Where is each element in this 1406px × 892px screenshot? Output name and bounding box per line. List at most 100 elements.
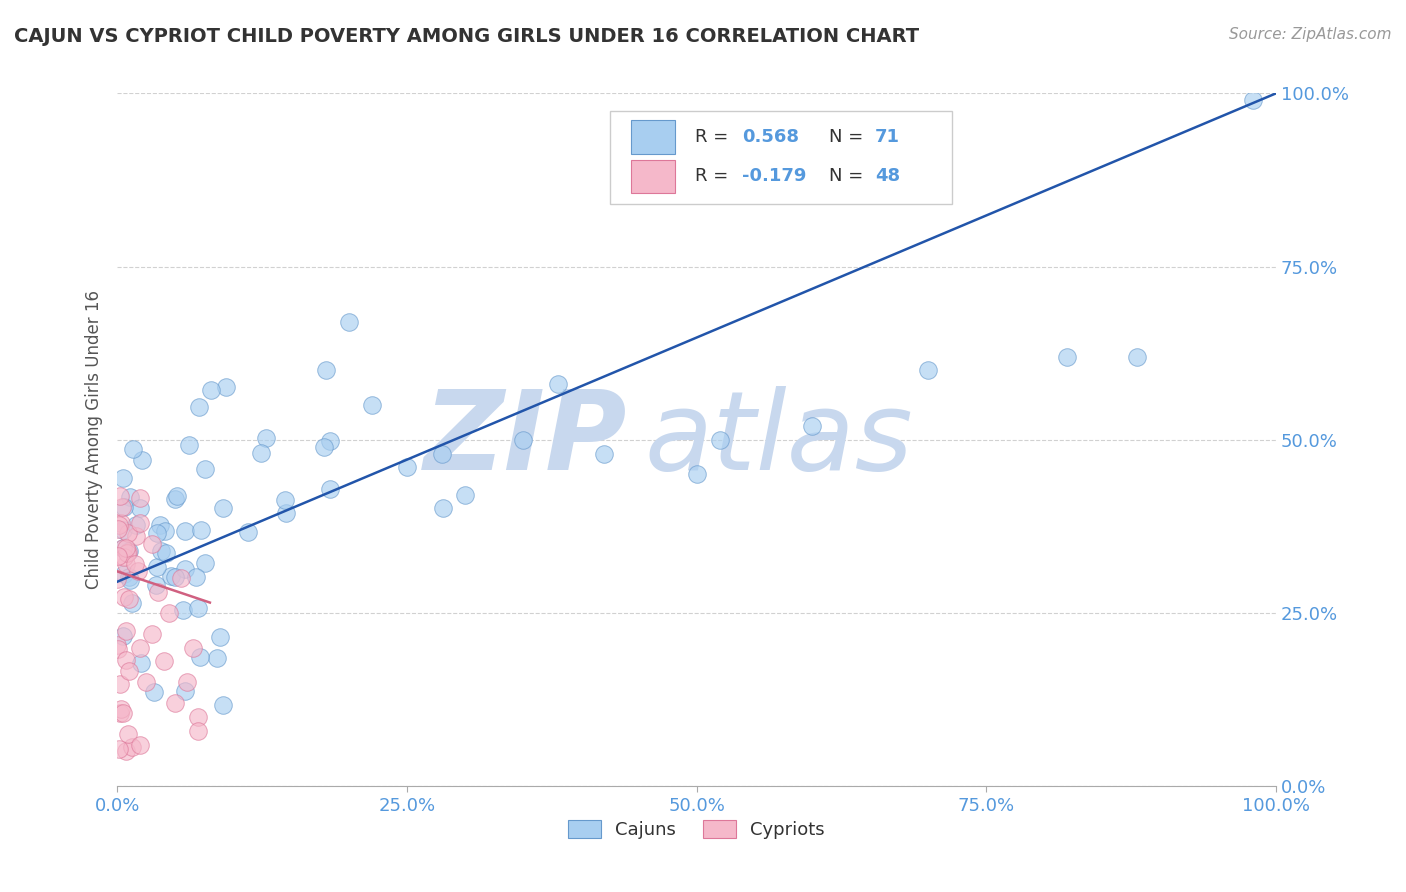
Point bbox=[188, 650, 211, 665]
Point bbox=[110, 489, 132, 503]
Point bbox=[107, 522, 129, 536]
Point bbox=[111, 523, 134, 537]
Point bbox=[173, 562, 195, 576]
Point bbox=[112, 500, 135, 515]
Point bbox=[117, 727, 139, 741]
Point bbox=[238, 524, 260, 539]
Point bbox=[110, 706, 132, 721]
Point bbox=[152, 655, 174, 669]
Point bbox=[131, 656, 153, 670]
Point bbox=[111, 541, 134, 555]
Point bbox=[179, 438, 201, 452]
Point bbox=[194, 461, 217, 475]
Point bbox=[174, 524, 197, 538]
Point bbox=[128, 501, 150, 516]
Point bbox=[108, 742, 131, 756]
Point bbox=[801, 418, 824, 433]
Point bbox=[181, 640, 204, 655]
Point bbox=[190, 523, 212, 537]
Point bbox=[194, 557, 217, 571]
Point bbox=[141, 536, 163, 550]
Point bbox=[163, 492, 186, 507]
Point bbox=[187, 710, 209, 724]
Point bbox=[118, 664, 141, 678]
Point bbox=[319, 434, 342, 448]
Text: Source: ZipAtlas.com: Source: ZipAtlas.com bbox=[1229, 27, 1392, 42]
Point bbox=[709, 433, 731, 447]
Point bbox=[917, 363, 939, 377]
Text: R =: R = bbox=[696, 168, 734, 186]
Point bbox=[129, 739, 152, 753]
Point bbox=[118, 570, 141, 584]
Point bbox=[145, 578, 167, 592]
Point bbox=[149, 518, 172, 533]
Point bbox=[121, 597, 143, 611]
Point bbox=[112, 541, 135, 555]
Point bbox=[184, 570, 207, 584]
Text: ZIP: ZIP bbox=[423, 386, 627, 493]
Point bbox=[176, 675, 198, 690]
Point bbox=[250, 446, 273, 460]
Point bbox=[124, 529, 146, 543]
Point bbox=[173, 684, 195, 698]
Point bbox=[141, 626, 163, 640]
Y-axis label: Child Poverty Among Girls Under 16: Child Poverty Among Girls Under 16 bbox=[86, 290, 103, 590]
Point bbox=[111, 629, 134, 643]
Point bbox=[135, 675, 157, 690]
Point bbox=[118, 573, 141, 587]
Point bbox=[215, 379, 238, 393]
Point bbox=[118, 544, 141, 558]
FancyBboxPatch shape bbox=[630, 120, 675, 153]
Point bbox=[454, 488, 477, 502]
Point bbox=[150, 543, 173, 558]
Point bbox=[146, 559, 169, 574]
Point bbox=[187, 600, 209, 615]
Point bbox=[118, 592, 141, 607]
Point bbox=[117, 546, 139, 560]
Point bbox=[432, 501, 454, 516]
Point bbox=[146, 525, 169, 540]
Text: N =: N = bbox=[828, 128, 869, 146]
Point bbox=[165, 696, 187, 710]
Point bbox=[157, 606, 180, 620]
Point bbox=[107, 549, 129, 564]
Point bbox=[121, 740, 143, 755]
Point bbox=[131, 452, 153, 467]
Point bbox=[361, 398, 384, 412]
Point bbox=[120, 490, 142, 504]
Point bbox=[1241, 93, 1264, 107]
Point bbox=[111, 500, 134, 514]
Point bbox=[200, 383, 222, 397]
Point bbox=[430, 447, 453, 461]
Point bbox=[143, 685, 166, 699]
Point bbox=[114, 744, 136, 758]
Text: 48: 48 bbox=[875, 168, 900, 186]
Point bbox=[110, 701, 132, 715]
Point bbox=[122, 442, 145, 456]
Text: -0.179: -0.179 bbox=[742, 168, 806, 186]
Text: R =: R = bbox=[696, 128, 734, 146]
Point bbox=[163, 570, 186, 584]
Point bbox=[1056, 350, 1078, 364]
Point bbox=[592, 447, 614, 461]
Point bbox=[395, 460, 418, 475]
Point bbox=[115, 557, 138, 571]
Point bbox=[112, 706, 135, 721]
Point bbox=[115, 624, 138, 639]
Text: atlas: atlas bbox=[644, 386, 912, 493]
Point bbox=[114, 653, 136, 667]
Point bbox=[129, 516, 152, 530]
Point bbox=[105, 638, 128, 652]
Legend: Cajuns, Cypriots: Cajuns, Cypriots bbox=[561, 813, 832, 847]
Point bbox=[205, 651, 228, 665]
Point bbox=[153, 524, 176, 539]
Point bbox=[108, 677, 131, 691]
Point bbox=[155, 546, 177, 560]
Text: 71: 71 bbox=[875, 128, 900, 146]
Point bbox=[110, 516, 132, 530]
Point bbox=[115, 541, 138, 555]
Point bbox=[129, 640, 152, 655]
Point bbox=[125, 517, 148, 532]
Point bbox=[107, 641, 129, 656]
Point bbox=[170, 571, 193, 585]
